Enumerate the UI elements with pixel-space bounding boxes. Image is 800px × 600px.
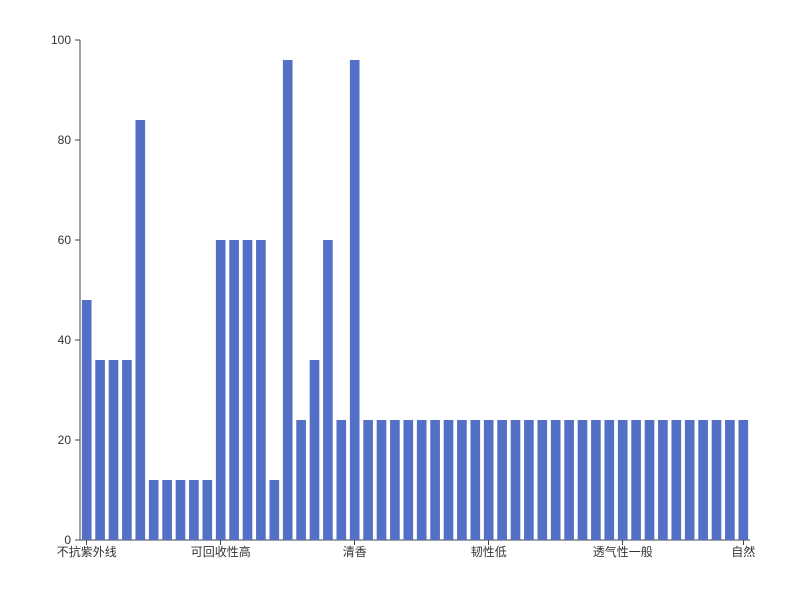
bar bbox=[229, 240, 239, 540]
bar bbox=[511, 420, 521, 540]
y-tick-label: 60 bbox=[58, 233, 72, 247]
y-tick-label: 40 bbox=[58, 333, 72, 347]
bar bbox=[564, 420, 574, 540]
bar-chart: 020406080100不抗紫外线可回收性高清香韧性低透气性一般自然 bbox=[0, 0, 800, 600]
bar bbox=[645, 420, 655, 540]
bar bbox=[135, 120, 145, 540]
bar bbox=[524, 420, 534, 540]
bar bbox=[658, 420, 668, 540]
x-tick-label: 韧性低 bbox=[471, 545, 507, 559]
bar bbox=[350, 60, 360, 540]
x-tick-label: 透气性一般 bbox=[593, 544, 653, 559]
bar bbox=[484, 420, 494, 540]
bar bbox=[243, 240, 253, 540]
bar bbox=[390, 420, 400, 540]
bar bbox=[176, 480, 186, 540]
bar bbox=[162, 480, 172, 540]
bar bbox=[738, 420, 748, 540]
bar bbox=[122, 360, 132, 540]
bar bbox=[497, 420, 507, 540]
bar bbox=[82, 300, 92, 540]
bar bbox=[269, 480, 279, 540]
bar bbox=[417, 420, 427, 540]
bar bbox=[310, 360, 320, 540]
bar bbox=[631, 420, 641, 540]
bar bbox=[591, 420, 601, 540]
bar bbox=[216, 240, 226, 540]
bar bbox=[618, 420, 628, 540]
y-tick-label: 100 bbox=[51, 33, 71, 47]
bar bbox=[323, 240, 333, 540]
bar bbox=[189, 480, 199, 540]
bar bbox=[256, 240, 266, 540]
bar bbox=[283, 60, 293, 540]
bar bbox=[336, 420, 346, 540]
bar bbox=[363, 420, 373, 540]
bar bbox=[725, 420, 735, 540]
x-tick-label: 可回收性高 bbox=[191, 544, 251, 559]
bar bbox=[551, 420, 561, 540]
bar bbox=[537, 420, 547, 540]
bar bbox=[470, 420, 480, 540]
bar bbox=[698, 420, 708, 540]
bar bbox=[296, 420, 306, 540]
x-tick-label: 自然 bbox=[731, 544, 755, 559]
bar bbox=[377, 420, 387, 540]
bar bbox=[444, 420, 454, 540]
bar bbox=[712, 420, 722, 540]
bar bbox=[671, 420, 681, 540]
bar bbox=[202, 480, 212, 540]
bar bbox=[149, 480, 159, 540]
bar bbox=[457, 420, 467, 540]
bar bbox=[109, 360, 119, 540]
bar bbox=[403, 420, 413, 540]
bar bbox=[95, 360, 105, 540]
y-tick-label: 20 bbox=[58, 433, 72, 447]
chart-svg: 020406080100不抗紫外线可回收性高清香韧性低透气性一般自然 bbox=[0, 0, 800, 600]
bar bbox=[430, 420, 440, 540]
x-tick-label: 清香 bbox=[343, 545, 367, 559]
y-tick-label: 80 bbox=[58, 133, 72, 147]
bar bbox=[685, 420, 695, 540]
x-tick-label: 不抗紫外线 bbox=[57, 544, 117, 559]
bar bbox=[578, 420, 588, 540]
bar bbox=[604, 420, 614, 540]
